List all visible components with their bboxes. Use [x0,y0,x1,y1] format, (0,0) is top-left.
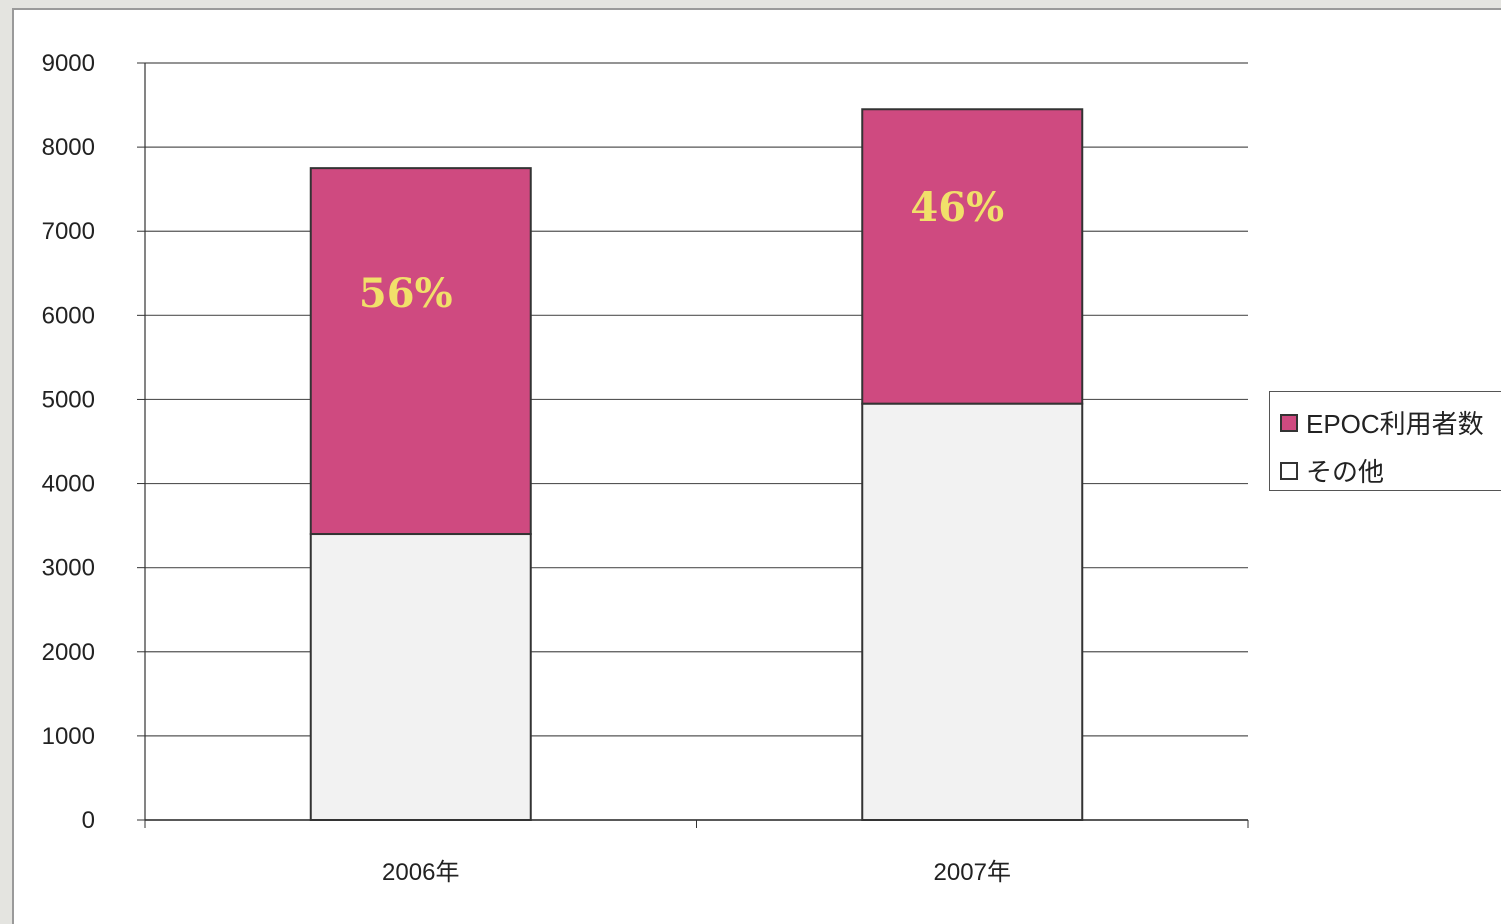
legend-item-other: その他 [1280,452,1384,489]
y-tick-label: 1000 [42,723,95,750]
data-label: 46% [910,184,1004,231]
x-category-label: 2007年 [934,859,1011,886]
legend-label-epoc: EPOC利用者数 [1306,409,1484,439]
data-label: 56% [359,270,453,317]
y-tick-label: 0 [82,807,95,834]
bar-segment-other [861,402,1084,821]
y-tick-label: 8000 [42,134,95,161]
bar-segment-other [309,533,532,821]
y-tick-label: 6000 [42,302,95,329]
legend: EPOC利用者数 その他 [1269,391,1501,491]
y-tick-label: 2000 [42,639,95,666]
legend-swatch-epoc [1280,413,1298,432]
chart-frame [12,8,1501,924]
legend-swatch-other [1280,461,1298,480]
y-tick-label: 5000 [42,386,95,413]
y-tick-label: 3000 [42,555,95,582]
y-tick-label: 4000 [42,471,95,498]
y-tick-label: 9000 [42,50,95,77]
legend-item-epoc: EPOC利用者数 [1280,404,1484,441]
bar-segment-epoc [861,108,1084,405]
y-tick-label: 7000 [42,218,95,245]
x-category-label: 2006年 [382,859,459,886]
legend-label-other: その他 [1306,457,1385,487]
bar-segment-epoc [309,167,532,536]
